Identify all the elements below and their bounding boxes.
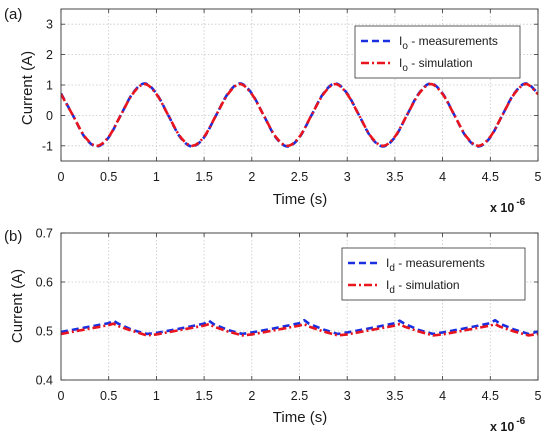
x-tick-label: 3 bbox=[344, 170, 351, 184]
axes-frame bbox=[60, 8, 539, 162]
legend-label: Io - simulation bbox=[399, 56, 473, 74]
panel-label: (a) bbox=[4, 6, 22, 23]
x-tick-label: 1.5 bbox=[195, 170, 212, 184]
x-axis-label: Time (s) bbox=[273, 409, 327, 426]
x-tick-label: 4.5 bbox=[482, 170, 499, 184]
x-tick-label: 3 bbox=[344, 389, 351, 403]
legend-label: Id - simulation bbox=[386, 278, 460, 296]
x-tick-label: 4 bbox=[439, 389, 446, 403]
chart-panel-b: 0 0.5 1 1.5 2 2.5 3 3.5 4 4.5 5 0.4 0.5 0.6 0.7 Id - me… bbox=[4, 227, 542, 435]
series-line-simulation bbox=[61, 322, 538, 337]
y-tick-label: 0.6 bbox=[36, 276, 53, 290]
y-tick-label: 0.5 bbox=[36, 325, 53, 339]
x-tick-label: 0.5 bbox=[100, 170, 117, 184]
x-tick-label: 1 bbox=[153, 389, 160, 403]
legend-label: Id - measurements bbox=[386, 256, 485, 274]
x-tick-label: 4 bbox=[439, 170, 446, 184]
y-tick-label: 3 bbox=[46, 18, 53, 32]
y-tick-label: 2 bbox=[46, 48, 53, 62]
x-tick-label: 2 bbox=[248, 389, 255, 403]
panel-label: (b) bbox=[4, 228, 22, 245]
x-tick-label: 2.5 bbox=[291, 170, 308, 184]
legend-box bbox=[354, 25, 521, 79]
series-line-simulation bbox=[61, 82, 538, 148]
x-axis-multiplier: x 10 -6 bbox=[490, 197, 526, 215]
x-tick-label: 3.5 bbox=[386, 170, 403, 184]
x-tick-label: 2.5 bbox=[291, 389, 308, 403]
x-tick-label: 3.5 bbox=[386, 389, 403, 403]
x-tick-label: 1.5 bbox=[195, 389, 212, 403]
x-tick-label: 5 bbox=[535, 389, 542, 403]
x-tick-label: 4.5 bbox=[482, 389, 499, 403]
y-tick-label: 0.7 bbox=[36, 227, 53, 241]
x-tick-label: 0 bbox=[58, 389, 65, 403]
y-tick-label: 0.4 bbox=[36, 374, 53, 388]
x-axis-label: Time (s) bbox=[273, 191, 327, 208]
legend: Id - measurements Id - simulation bbox=[341, 247, 526, 301]
y-axis-label: Current (A) bbox=[19, 51, 36, 125]
axes-frame bbox=[60, 232, 539, 381]
y-tick-label: 0 bbox=[46, 109, 53, 123]
x-tick-label: 2 bbox=[248, 170, 255, 184]
y-tick-label: 1 bbox=[46, 79, 53, 93]
legend-box bbox=[341, 247, 526, 301]
chart-panel-a: 0 0.5 1 1.5 2 2.5 3 3.5 4 4.5 5 -1 0 1 2 3 Io - measurem… bbox=[4, 6, 542, 215]
x-axis-multiplier: x 10 -6 bbox=[490, 416, 526, 434]
x-tick-label: 1 bbox=[153, 170, 160, 184]
y-tick-label: -1 bbox=[42, 139, 53, 153]
x-tick-label: 0.5 bbox=[100, 389, 117, 403]
y-axis-label: Current (A) bbox=[9, 269, 26, 343]
legend-label: Io - measurements bbox=[399, 34, 498, 52]
series-line-measurements bbox=[61, 318, 538, 336]
legend: Io - measurements Io - simulation bbox=[354, 25, 521, 79]
x-tick-label: 5 bbox=[535, 170, 542, 184]
x-tick-label: 0 bbox=[58, 170, 65, 184]
